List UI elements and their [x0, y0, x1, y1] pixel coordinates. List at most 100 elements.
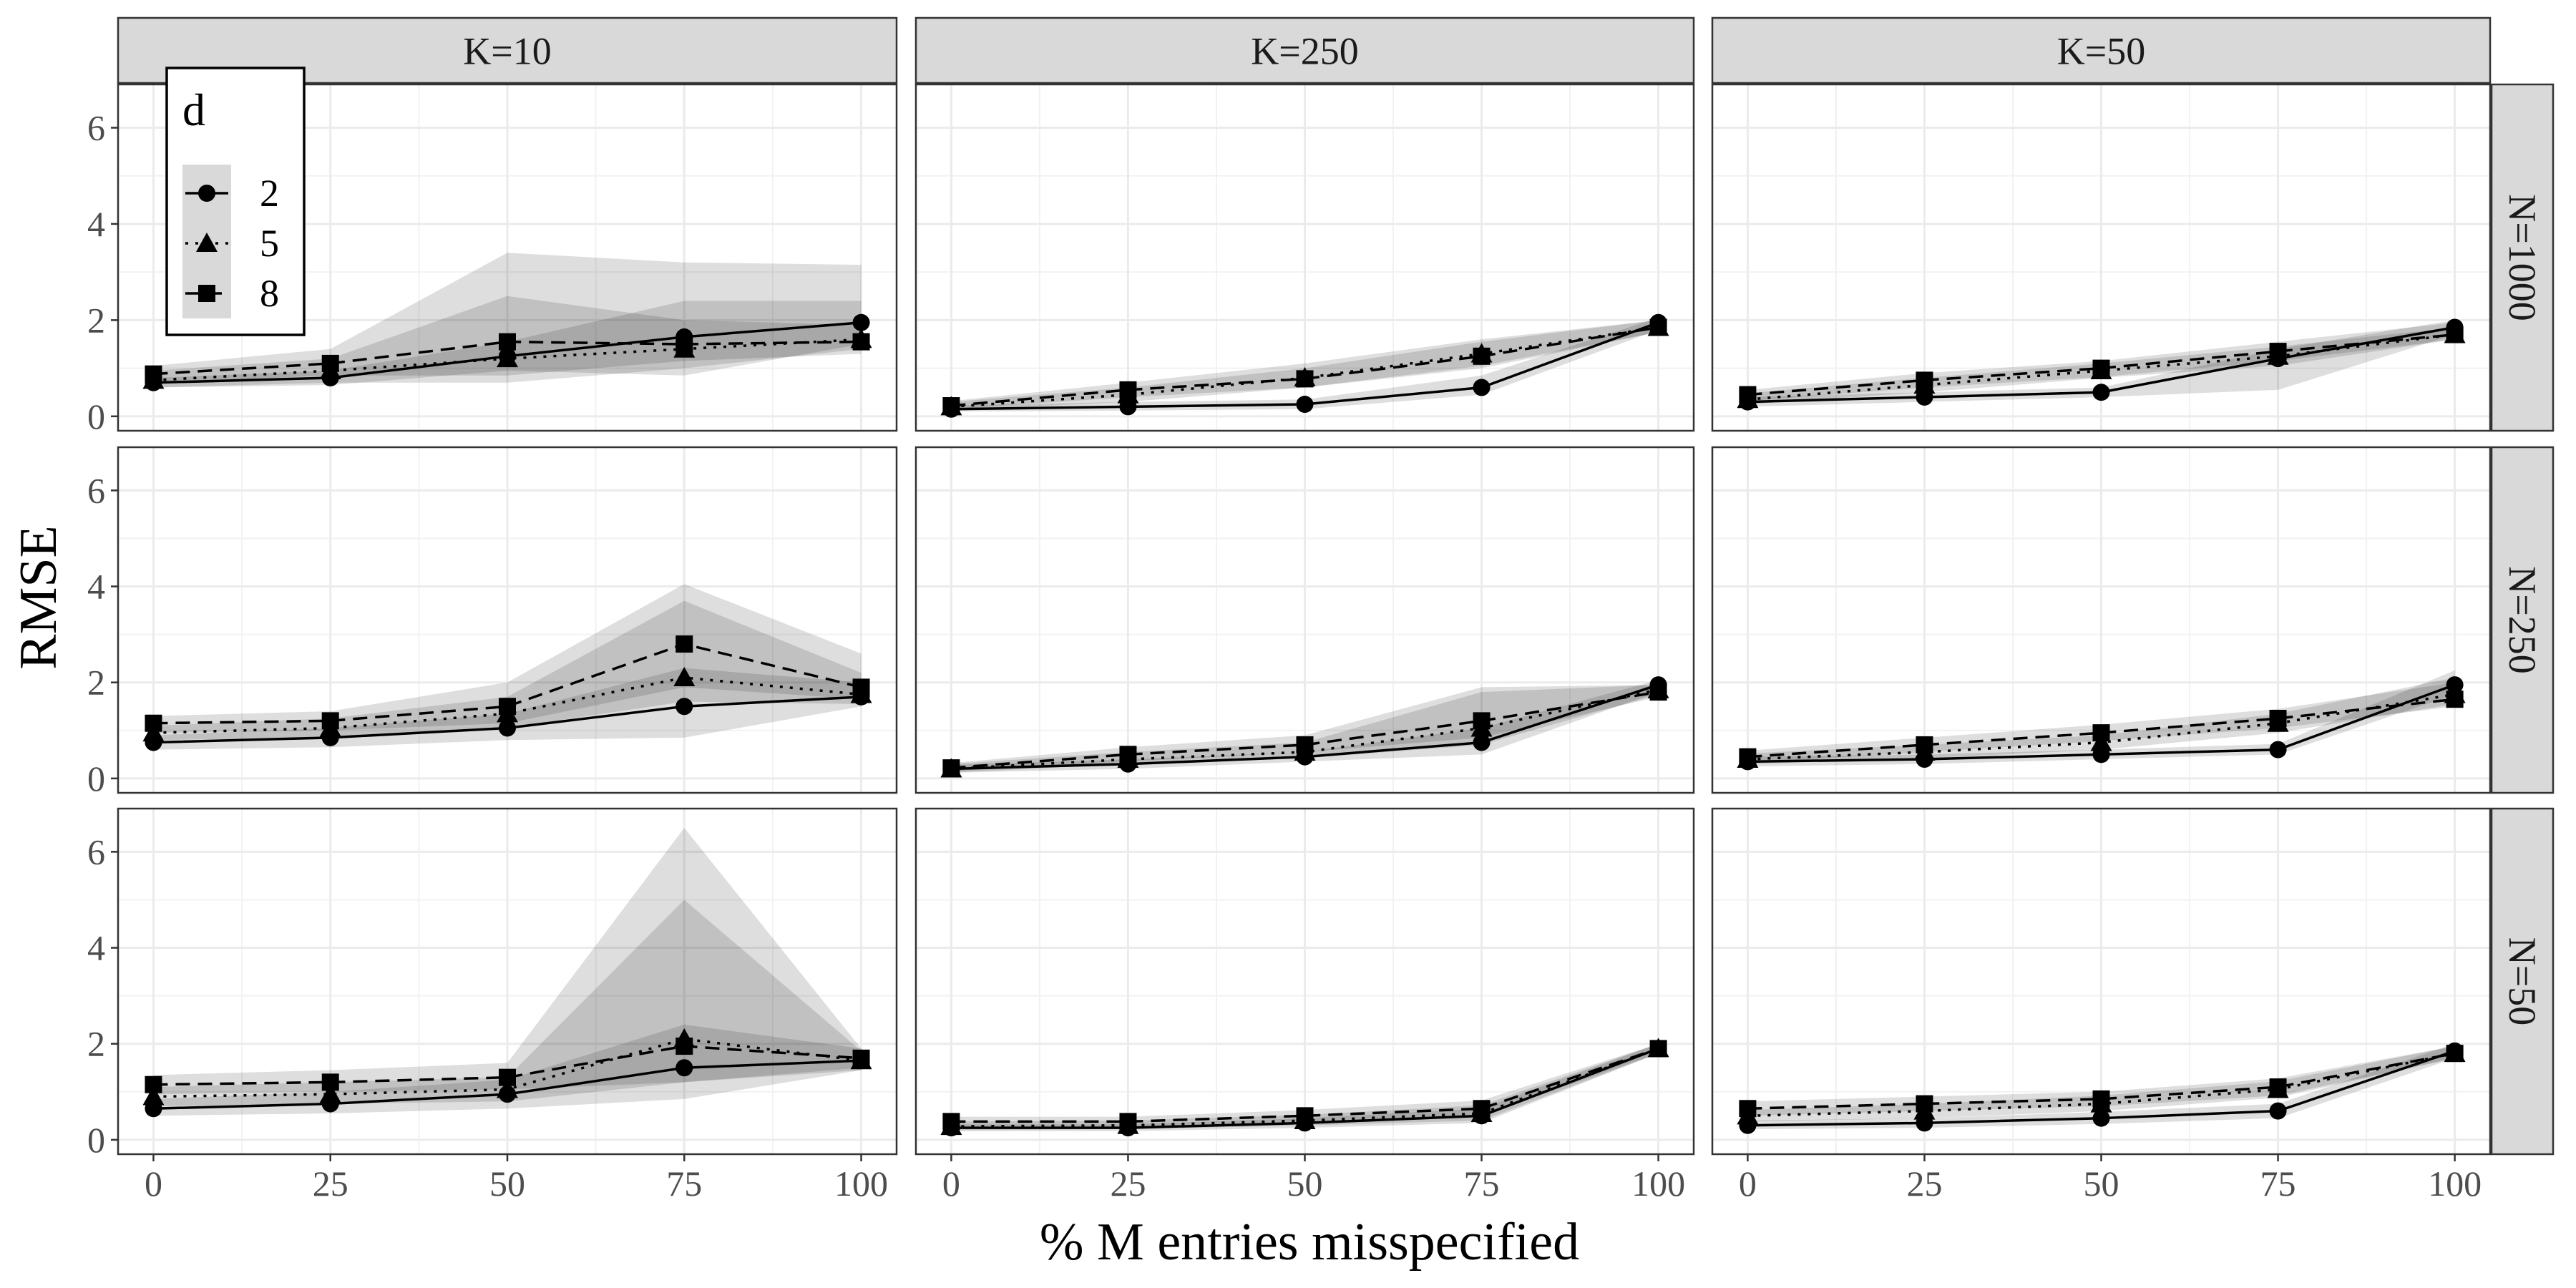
x-tick-label: 50	[489, 1163, 525, 1204]
data-point-square	[1739, 386, 1757, 404]
row-strip-3	[2490, 807, 2555, 1156]
col-strip-label: K=50	[2057, 30, 2145, 73]
col-strip-3	[1711, 16, 2492, 84]
data-point-triangle	[319, 1083, 341, 1103]
x-tick-label: 100	[1631, 1163, 1685, 1204]
data-point-square	[321, 712, 339, 730]
x-tick-label: 0	[1739, 1163, 1757, 1204]
row-strip-1	[2490, 83, 2555, 432]
data-point-square	[942, 1113, 960, 1131]
data-point-square	[2446, 326, 2464, 343]
series-line-d8	[1747, 698, 2455, 758]
x-tick-label: 75	[2260, 1163, 2296, 1204]
data-point-square	[321, 1073, 339, 1091]
data-point-square	[1649, 1040, 1667, 1058]
x-tick-label: 25	[1906, 1163, 1942, 1204]
x-tick-label: 50	[2084, 1163, 2119, 1204]
x-tick-label: 100	[2428, 1163, 2482, 1204]
panel-3	[1711, 83, 2492, 432]
y-tick-label: 6	[87, 470, 105, 510]
data-point-square	[1473, 1100, 1491, 1118]
data-point-triangle	[497, 348, 518, 368]
y-tick-label: 0	[87, 396, 105, 436]
data-point-square	[1473, 347, 1491, 365]
panel-8	[914, 807, 1695, 1156]
data-point-square	[1296, 370, 1314, 388]
series-line-d5	[1747, 333, 2455, 401]
data-point-square	[2092, 359, 2110, 377]
series-line-d8	[951, 691, 1659, 769]
data-point-square	[2092, 1090, 2110, 1108]
data-point-square	[852, 678, 870, 696]
data-point-circle	[2269, 1102, 2287, 1120]
data-point-square	[499, 1068, 516, 1086]
data-point-square	[1119, 1113, 1137, 1131]
panel-2	[914, 83, 1695, 432]
row-strip-label: N=50	[2501, 937, 2544, 1025]
y-tick-label: 6	[87, 831, 105, 872]
data-point-square	[145, 714, 162, 732]
data-point-square	[1739, 748, 1757, 766]
y-tick-label: 2	[87, 300, 105, 340]
series-line-d8	[153, 1045, 862, 1086]
data-point-square	[1296, 1107, 1314, 1125]
data-point-circle	[675, 1059, 693, 1077]
col-strip-2	[914, 16, 1695, 84]
data-point-square	[852, 1049, 870, 1067]
x-tick-label: 50	[1287, 1163, 1323, 1204]
row-strip-label: N=1000	[2501, 194, 2544, 321]
data-point-square	[499, 698, 516, 716]
data-point-circle	[1473, 379, 1491, 396]
panel-border	[914, 83, 1695, 432]
data-point-circle	[1473, 733, 1491, 751]
data-point-square	[499, 333, 516, 351]
x-tick-label: 0	[942, 1163, 960, 1204]
series-line-d8	[951, 326, 1659, 407]
panel-7	[117, 807, 898, 1156]
data-point-triangle	[196, 233, 218, 252]
data-point-triangle	[673, 667, 696, 686]
data-point-square	[145, 365, 162, 383]
series-line-d5	[951, 326, 1659, 409]
data-point-square	[1119, 381, 1137, 399]
data-point-triangle	[497, 1078, 518, 1098]
data-point-square	[321, 354, 339, 372]
panel-border	[117, 83, 898, 432]
data-point-circle	[499, 719, 516, 737]
series-line-d8	[1747, 1052, 2455, 1111]
legend-label: 2	[260, 172, 279, 215]
data-point-square	[675, 336, 693, 353]
y-tick-label: 0	[87, 758, 105, 799]
x-tick-label: 25	[1110, 1163, 1146, 1204]
data-point-square	[675, 635, 693, 653]
series-line-d5	[951, 688, 1659, 771]
series-line-d5	[1747, 1052, 2455, 1118]
data-point-square	[1296, 736, 1314, 753]
series-line-d5	[1747, 693, 2455, 761]
data-point-square	[145, 1075, 162, 1093]
data-point-square	[942, 759, 960, 777]
legend-label: 5	[260, 222, 279, 265]
data-point-square	[2446, 691, 2464, 708]
ribbon-d5	[951, 685, 1659, 773]
data-point-square	[1473, 712, 1491, 730]
x-tick-label: 75	[1464, 1163, 1500, 1204]
data-point-square	[2269, 343, 2287, 361]
y-tick-label: 4	[87, 567, 105, 607]
panel-6	[1711, 446, 2492, 794]
data-point-square	[2269, 1078, 2287, 1096]
y-tick-label: 0	[87, 1120, 105, 1160]
data-point-square	[1916, 1095, 1933, 1113]
data-point-square	[2446, 1045, 2464, 1063]
data-point-square	[198, 285, 215, 302]
legend-title: d	[182, 84, 205, 135]
data-point-circle	[1296, 396, 1314, 414]
x-tick-label: 75	[666, 1163, 702, 1204]
data-point-square	[1119, 746, 1137, 763]
data-point-circle	[852, 313, 870, 331]
panel-border	[1711, 83, 2492, 432]
data-point-square	[675, 1038, 693, 1055]
row-strip-2	[2490, 446, 2555, 794]
data-point-square	[2269, 710, 2287, 728]
